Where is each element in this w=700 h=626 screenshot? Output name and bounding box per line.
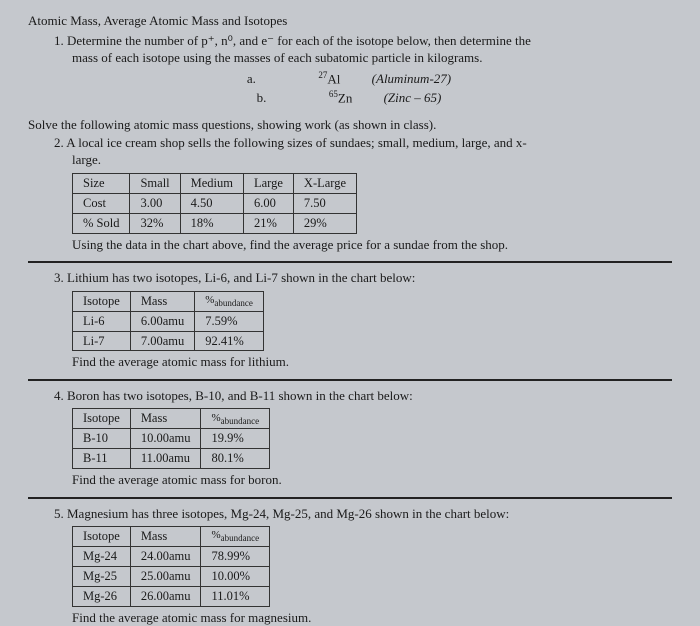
table-cell: 92.41%: [195, 331, 264, 351]
table-cell: % Sold: [73, 213, 130, 233]
q1a-value: 27Al (Aluminum-27): [318, 69, 479, 88]
table-row: Mg-25 25.00amu 10.00%: [73, 566, 270, 586]
table-cell: Mass: [130, 291, 194, 311]
question-2: 2. A local ice cream shop sells the foll…: [54, 134, 672, 169]
worksheet-title: Atomic Mass, Average Atomic Mass and Iso…: [28, 12, 672, 30]
table-cell: Isotope: [73, 291, 131, 311]
table-cell: %abundance: [201, 527, 270, 547]
q3-text: Lithium has two isotopes, Li-6, and Li-7…: [67, 270, 415, 285]
table-cell: 29%: [293, 213, 356, 233]
divider: [28, 379, 672, 381]
table-cell: 32%: [130, 213, 180, 233]
q4-table: Isotope Mass %abundance B-10 10.00amu 19…: [72, 408, 270, 469]
table-row: Isotope Mass %abundance: [73, 527, 270, 547]
q5-table: Isotope Mass %abundance Mg-24 24.00amu 7…: [72, 526, 270, 607]
table-cell: 10.00amu: [130, 429, 201, 449]
table-cell: B-11: [73, 449, 131, 469]
table-cell: %abundance: [195, 291, 264, 311]
table-cell: Isotope: [73, 527, 131, 547]
table-row: Isotope Mass %abundance: [73, 409, 270, 429]
table-cell: Mg-26: [73, 586, 131, 606]
table-cell: 26.00amu: [130, 586, 201, 606]
table-cell: Small: [130, 174, 180, 194]
table-row: Size Small Medium Large X-Large: [73, 174, 357, 194]
table-row: Li-7 7.00amu 92.41%: [73, 331, 264, 351]
table-row: B-11 11.00amu 80.1%: [73, 449, 270, 469]
q3-find: Find the average atomic mass for lithium…: [72, 353, 672, 371]
table-cell: %abundance: [201, 409, 270, 429]
q2-line1: A local ice cream shop sells the followi…: [66, 135, 526, 150]
q5-number: 5.: [54, 506, 64, 521]
q2-table: Size Small Medium Large X-Large Cost 3.0…: [72, 173, 357, 234]
question-4: 4. Boron has two isotopes, B-10, and B-1…: [54, 387, 672, 405]
q1a-label: a.: [247, 70, 256, 88]
table-cell: Mg-24: [73, 547, 131, 567]
table-cell: Mg-25: [73, 566, 131, 586]
q2-line2: large.: [72, 152, 101, 167]
table-row: Cost 3.00 4.50 6.00 7.50: [73, 193, 357, 213]
table-cell: 7.59%: [195, 311, 264, 331]
q1-line2: mass of each isotope using the masses of…: [72, 50, 482, 65]
abundance-header: %abundance: [211, 412, 259, 424]
table-cell: Large: [244, 174, 294, 194]
q4-text: Boron has two isotopes, B-10, and B-11 s…: [67, 388, 413, 403]
q4-find: Find the average atomic mass for boron.: [72, 471, 672, 489]
table-cell: 18%: [180, 213, 243, 233]
q5-text: Magnesium has three isotopes, Mg-24, Mg-…: [67, 506, 509, 521]
solve-instruction: Solve the following atomic mass question…: [28, 116, 672, 134]
q4-number: 4.: [54, 388, 64, 403]
abundance-header: %abundance: [205, 294, 253, 306]
table-row: Li-6 6.00amu 7.59%: [73, 311, 264, 331]
q1-sub-b: b. 65Zn (Zinc – 65): [229, 88, 498, 107]
table-cell: 3.00: [130, 193, 180, 213]
table-row: B-10 10.00amu 19.9%: [73, 429, 270, 449]
table-cell: 6.00: [244, 193, 294, 213]
table-cell: 24.00amu: [130, 547, 201, 567]
table-cell: 21%: [244, 213, 294, 233]
q2-find: Using the data in the chart above, find …: [72, 236, 672, 254]
divider: [28, 497, 672, 499]
q5-find: Find the average atomic mass for magnesi…: [72, 609, 672, 626]
table-cell: X-Large: [293, 174, 356, 194]
table-cell: Mass: [130, 527, 201, 547]
table-cell: 78.99%: [201, 547, 270, 567]
q1-number: 1.: [54, 33, 64, 48]
abundance-header: %abundance: [211, 529, 259, 541]
table-cell: 7.00amu: [130, 331, 194, 351]
table-cell: Li-6: [73, 311, 131, 331]
table-row: % Sold 32% 18% 21% 29%: [73, 213, 357, 233]
table-cell: 11.00amu: [130, 449, 201, 469]
q1b-label: b.: [257, 89, 267, 107]
q1b-value: 65Zn (Zinc – 65): [329, 88, 469, 107]
table-row: Mg-24 24.00amu 78.99%: [73, 547, 270, 567]
table-cell: 80.1%: [201, 449, 270, 469]
table-row: Mg-26 26.00amu 11.01%: [73, 586, 270, 606]
table-cell: Cost: [73, 193, 130, 213]
table-cell: Li-7: [73, 331, 131, 351]
table-cell: Mass: [130, 409, 201, 429]
table-cell: Size: [73, 174, 130, 194]
table-cell: 10.00%: [201, 566, 270, 586]
table-cell: 11.01%: [201, 586, 270, 606]
table-cell: Medium: [180, 174, 243, 194]
q2-number: 2.: [54, 135, 64, 150]
question-1: 1. Determine the number of p⁺, n⁰, and e…: [54, 32, 672, 107]
table-cell: 6.00amu: [130, 311, 194, 331]
table-cell: 7.50: [293, 193, 356, 213]
table-cell: B-10: [73, 429, 131, 449]
divider: [28, 261, 672, 263]
table-cell: 19.9%: [201, 429, 270, 449]
q1-line1: Determine the number of p⁺, n⁰, and e⁻ f…: [67, 33, 531, 48]
table-cell: 25.00amu: [130, 566, 201, 586]
q1-sub-a: a. 27Al (Aluminum-27): [219, 69, 507, 88]
question-3: 3. Lithium has two isotopes, Li-6, and L…: [54, 269, 672, 287]
table-row: Isotope Mass %abundance: [73, 291, 264, 311]
question-5: 5. Magnesium has three isotopes, Mg-24, …: [54, 505, 672, 523]
table-cell: Isotope: [73, 409, 131, 429]
table-cell: 4.50: [180, 193, 243, 213]
q3-table: Isotope Mass %abundance Li-6 6.00amu 7.5…: [72, 291, 264, 352]
q3-number: 3.: [54, 270, 64, 285]
